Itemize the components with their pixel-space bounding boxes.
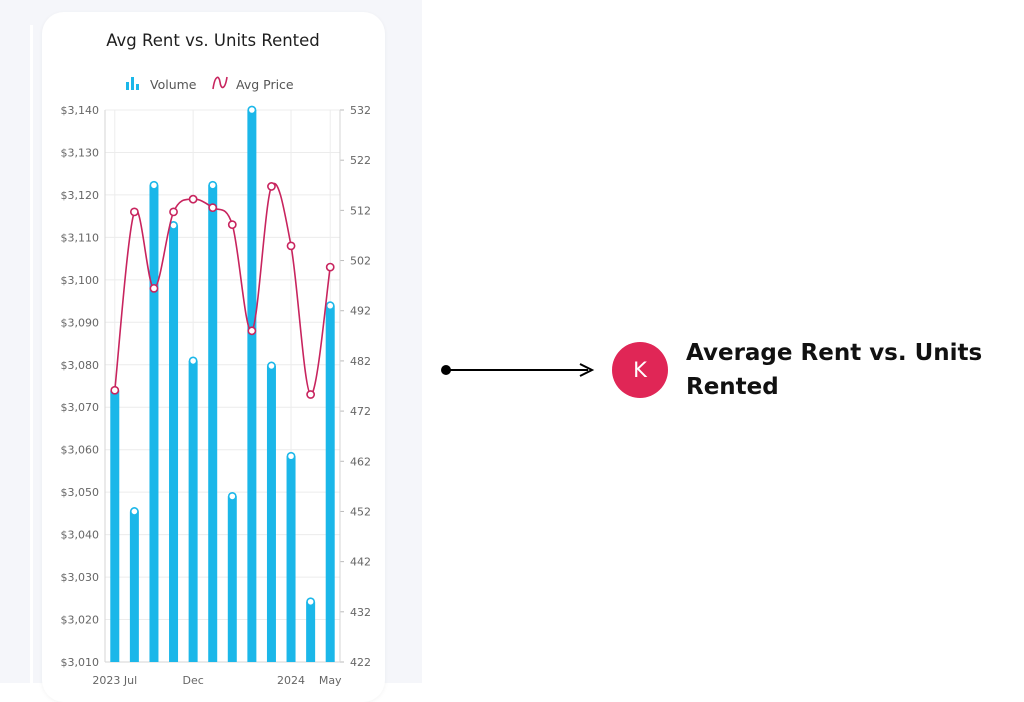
volume-bar[interactable] — [227, 496, 237, 662]
volume-bar[interactable] — [286, 456, 296, 662]
left-tick-label: $3,100 — [61, 274, 100, 287]
volume-bar[interactable] — [149, 185, 159, 663]
avg-price-point[interactable] — [286, 241, 296, 251]
right-axis: 532 522 512 502 492 482 472 462 452 442 432 422 — [339, 104, 371, 669]
volume-point[interactable] — [306, 597, 316, 607]
left-tick-label: $3,140 — [61, 104, 100, 117]
avg-price-point[interactable] — [306, 390, 316, 399]
left-tick-label: $3,020 — [61, 614, 100, 627]
avg-price-point[interactable] — [325, 262, 335, 272]
volume-bar[interactable] — [169, 225, 179, 662]
right-tick-label: 452 — [350, 505, 371, 518]
grid — [105, 109, 340, 663]
volume-point[interactable] — [188, 356, 198, 366]
volume-point[interactable] — [286, 451, 296, 461]
avg-price-curve — [113, 182, 331, 396]
right-tick-label: 502 — [350, 255, 371, 268]
volume-bars — [110, 105, 335, 663]
avg-price-point[interactable] — [149, 283, 159, 293]
volume-point[interactable] — [267, 361, 276, 371]
volume-bar[interactable] — [188, 360, 198, 662]
legend[interactable]: Volume Avg Price — [126, 76, 294, 92]
volume-point[interactable] — [129, 507, 139, 516]
avg-price-point[interactable] — [188, 194, 198, 204]
avg-price-point[interactable] — [247, 326, 257, 336]
left-tick-label: $3,050 — [61, 486, 100, 499]
left-tick-label: $3,060 — [61, 444, 100, 457]
left-tick-label: $3,130 — [61, 146, 100, 159]
left-tick-label: $3,120 — [61, 189, 100, 202]
callout-heading: Average Rent vs. Units Rented — [686, 340, 983, 400]
left-edge-line — [30, 25, 33, 683]
chart-card: Avg Rent vs. Units Rented Volume Avg Pri… — [42, 12, 385, 702]
x-tick-label: May — [319, 674, 342, 687]
right-tick-label: 472 — [350, 405, 371, 418]
left-tick-label: $3,080 — [61, 359, 100, 372]
right-tick-label: 422 — [350, 656, 371, 669]
chart-title: Avg Rent vs. Units Rented — [106, 31, 320, 50]
left-tick-label: $3,090 — [61, 316, 100, 329]
left-tick-label: $3,070 — [61, 401, 100, 414]
right-tick-label: 522 — [350, 154, 371, 167]
volume-bar[interactable] — [129, 511, 139, 662]
volume-point[interactable] — [325, 301, 335, 311]
avg-price-point[interactable] — [169, 207, 178, 217]
x-axis: 2023 Jul Dec 2024 May — [92, 661, 342, 687]
legend-avg-price-label: Avg Price — [236, 77, 294, 92]
x-tick-label: Dec — [182, 674, 203, 687]
avg-price-line — [110, 182, 335, 399]
volume-point[interactable] — [247, 105, 257, 115]
volume-point[interactable] — [208, 180, 218, 190]
left-tick-label: $3,010 — [61, 656, 100, 669]
right-tick-label: 442 — [350, 556, 371, 569]
left-tick-label: $3,110 — [61, 231, 100, 244]
avg-price-point[interactable] — [110, 385, 120, 395]
volume-bar[interactable] — [306, 601, 316, 662]
volume-bar[interactable] — [325, 305, 335, 662]
avatar: K — [612, 342, 668, 398]
right-tick-label: 432 — [350, 606, 371, 619]
legend-volume-label: Volume — [150, 77, 197, 92]
avg-price-point[interactable] — [129, 207, 139, 217]
avg-price-point[interactable] — [267, 182, 276, 191]
volume-bar[interactable] — [266, 365, 276, 662]
volume-point[interactable] — [149, 180, 159, 190]
volume-bar[interactable] — [208, 185, 218, 663]
right-tick-label: 492 — [350, 305, 371, 318]
right-tick-label: 512 — [350, 204, 371, 217]
x-tick-label: 2024 — [277, 674, 305, 687]
arrow-icon — [441, 363, 595, 377]
avg-price-point[interactable] — [227, 220, 237, 230]
volume-bar[interactable] — [110, 391, 120, 662]
volume-bar[interactable] — [247, 110, 257, 662]
combo-chart: Avg Rent vs. Units Rented Volume Avg Pri… — [61, 31, 372, 687]
volume-point[interactable] — [227, 491, 237, 501]
right-tick-label: 532 — [350, 104, 371, 117]
wave-line-icon — [212, 76, 228, 90]
left-tick-label: $3,030 — [61, 571, 100, 584]
avg-price-point[interactable] — [208, 203, 218, 213]
left-tick-label: $3,040 — [61, 529, 100, 542]
avatar-letter: K — [633, 358, 647, 382]
x-tick-label: 2023 Jul — [92, 674, 137, 687]
bar-chart-icon — [126, 77, 139, 90]
left-axis: $3,140 $3,130 $3,120 $3,110 $3,100 $3,090 $3,0… — [61, 104, 106, 669]
right-tick-label: 482 — [350, 355, 371, 368]
right-tick-label: 462 — [350, 455, 371, 468]
